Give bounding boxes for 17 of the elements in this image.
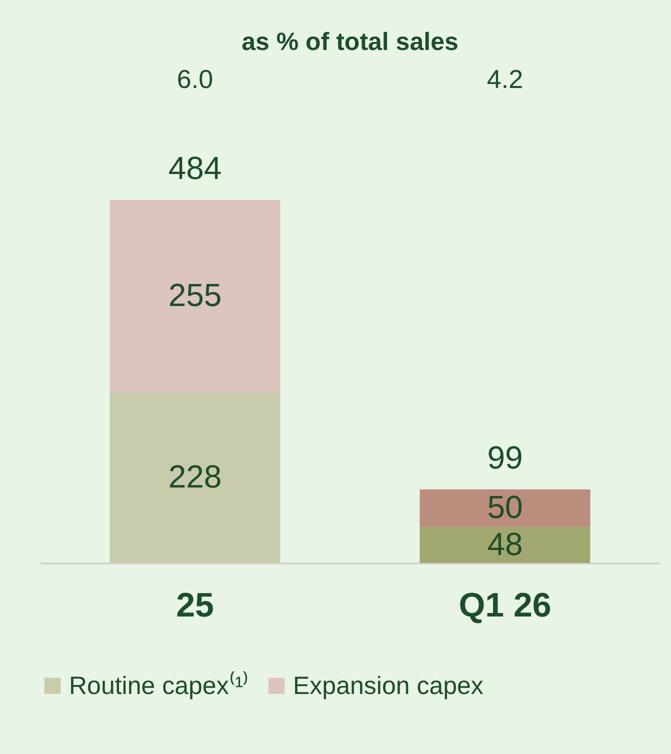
data-label: 228 <box>168 458 222 494</box>
bar <box>420 489 590 527</box>
total-label: 484 <box>168 150 222 186</box>
text: 6.0 <box>176 64 214 94</box>
data-label: 255 <box>168 276 222 313</box>
total-label: 99 <box>487 439 523 476</box>
data-label: 50 <box>487 489 523 526</box>
text: 4.2 <box>486 64 524 94</box>
legend-label: Routine capex⁽¹⁾ <box>69 670 250 700</box>
x-tick-label: 25 <box>176 586 214 624</box>
data-label: 48 <box>487 526 523 562</box>
x-tick-label: Q1 26 <box>458 586 552 624</box>
legend-label: Expansion capex <box>293 672 484 700</box>
text: as % of total sales <box>242 28 458 56</box>
bar <box>110 392 280 563</box>
bar <box>110 200 280 392</box>
bar <box>420 526 590 563</box>
